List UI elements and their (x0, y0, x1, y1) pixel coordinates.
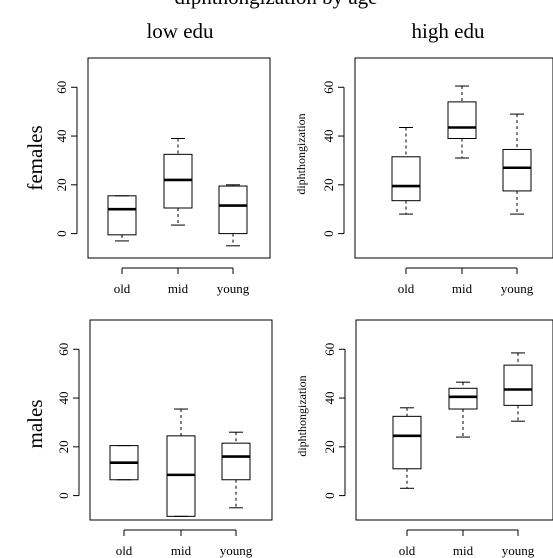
column-title-high-edu: high edu (412, 19, 485, 43)
plot-frame-males-high-edu (355, 319, 553, 521)
y-tick-label: 40 (322, 392, 337, 405)
y-tick-label: 40 (54, 130, 69, 143)
box-young-iqr-rect (221, 442, 251, 481)
box-mid-iqr-rect (448, 387, 478, 410)
x-tick-label-young: young (220, 543, 253, 558)
y-axis-label: diphthongization (295, 375, 309, 456)
x-tick-label-old: old (398, 281, 415, 296)
y-tick-label: 0 (321, 230, 336, 237)
plot-frame-males-low-edu (89, 319, 273, 521)
y-tick-label: 20 (322, 440, 337, 453)
y-tick-label: 0 (322, 492, 337, 499)
x-tick-label-mid: mid (453, 543, 474, 558)
box-old-iqr-rect (392, 415, 422, 470)
x-tick-label-old: old (399, 543, 416, 558)
box-young-iqr-rect (218, 185, 248, 235)
y-axis-label: diphthongization (294, 113, 308, 194)
y-tick-label: 20 (56, 440, 71, 453)
y-tick-label: 60 (56, 343, 71, 356)
x-tick-label-young: young (502, 543, 535, 558)
x-tick-label-mid: mid (171, 543, 192, 558)
box-old-iqr-rect (107, 195, 137, 236)
y-tick-label: 0 (56, 492, 71, 499)
y-tick-label: 40 (321, 130, 336, 143)
y-tick-label: 20 (54, 178, 69, 191)
x-tick-label-mid: mid (168, 281, 189, 296)
y-tick-label: 0 (54, 230, 69, 237)
column-title-low-edu: low edu (146, 19, 214, 43)
y-tick-label: 40 (56, 392, 71, 405)
box-old-iqr-rect (391, 156, 421, 202)
row-title-males: males (23, 400, 47, 449)
y-tick-label: 60 (322, 343, 337, 356)
panels-group: 0 20 40 60 old mid young 0 20 40 60 diphthongizatio… (54, 57, 553, 558)
x-tick-label-old: old (114, 281, 131, 296)
x-tick-label-young: young (217, 281, 250, 296)
x-tick-label-mid: mid (452, 281, 473, 296)
box-mid-iqr-rect (447, 101, 477, 139)
x-tick-label-young: young (501, 281, 534, 296)
plot-frame-females-low-edu (87, 57, 271, 259)
plot-frame-females-high-edu (354, 57, 553, 259)
y-tick-label: 60 (54, 81, 69, 94)
x-tick-label-old: old (116, 543, 133, 558)
box-young-iqr-rect (503, 364, 533, 406)
cut-off-heading: diphthongization by age (175, 0, 378, 9)
y-tick-label: 60 (321, 81, 336, 94)
y-tick-label: 20 (321, 178, 336, 191)
row-title-females: females (23, 125, 47, 190)
box-young-iqr-rect (502, 148, 532, 192)
